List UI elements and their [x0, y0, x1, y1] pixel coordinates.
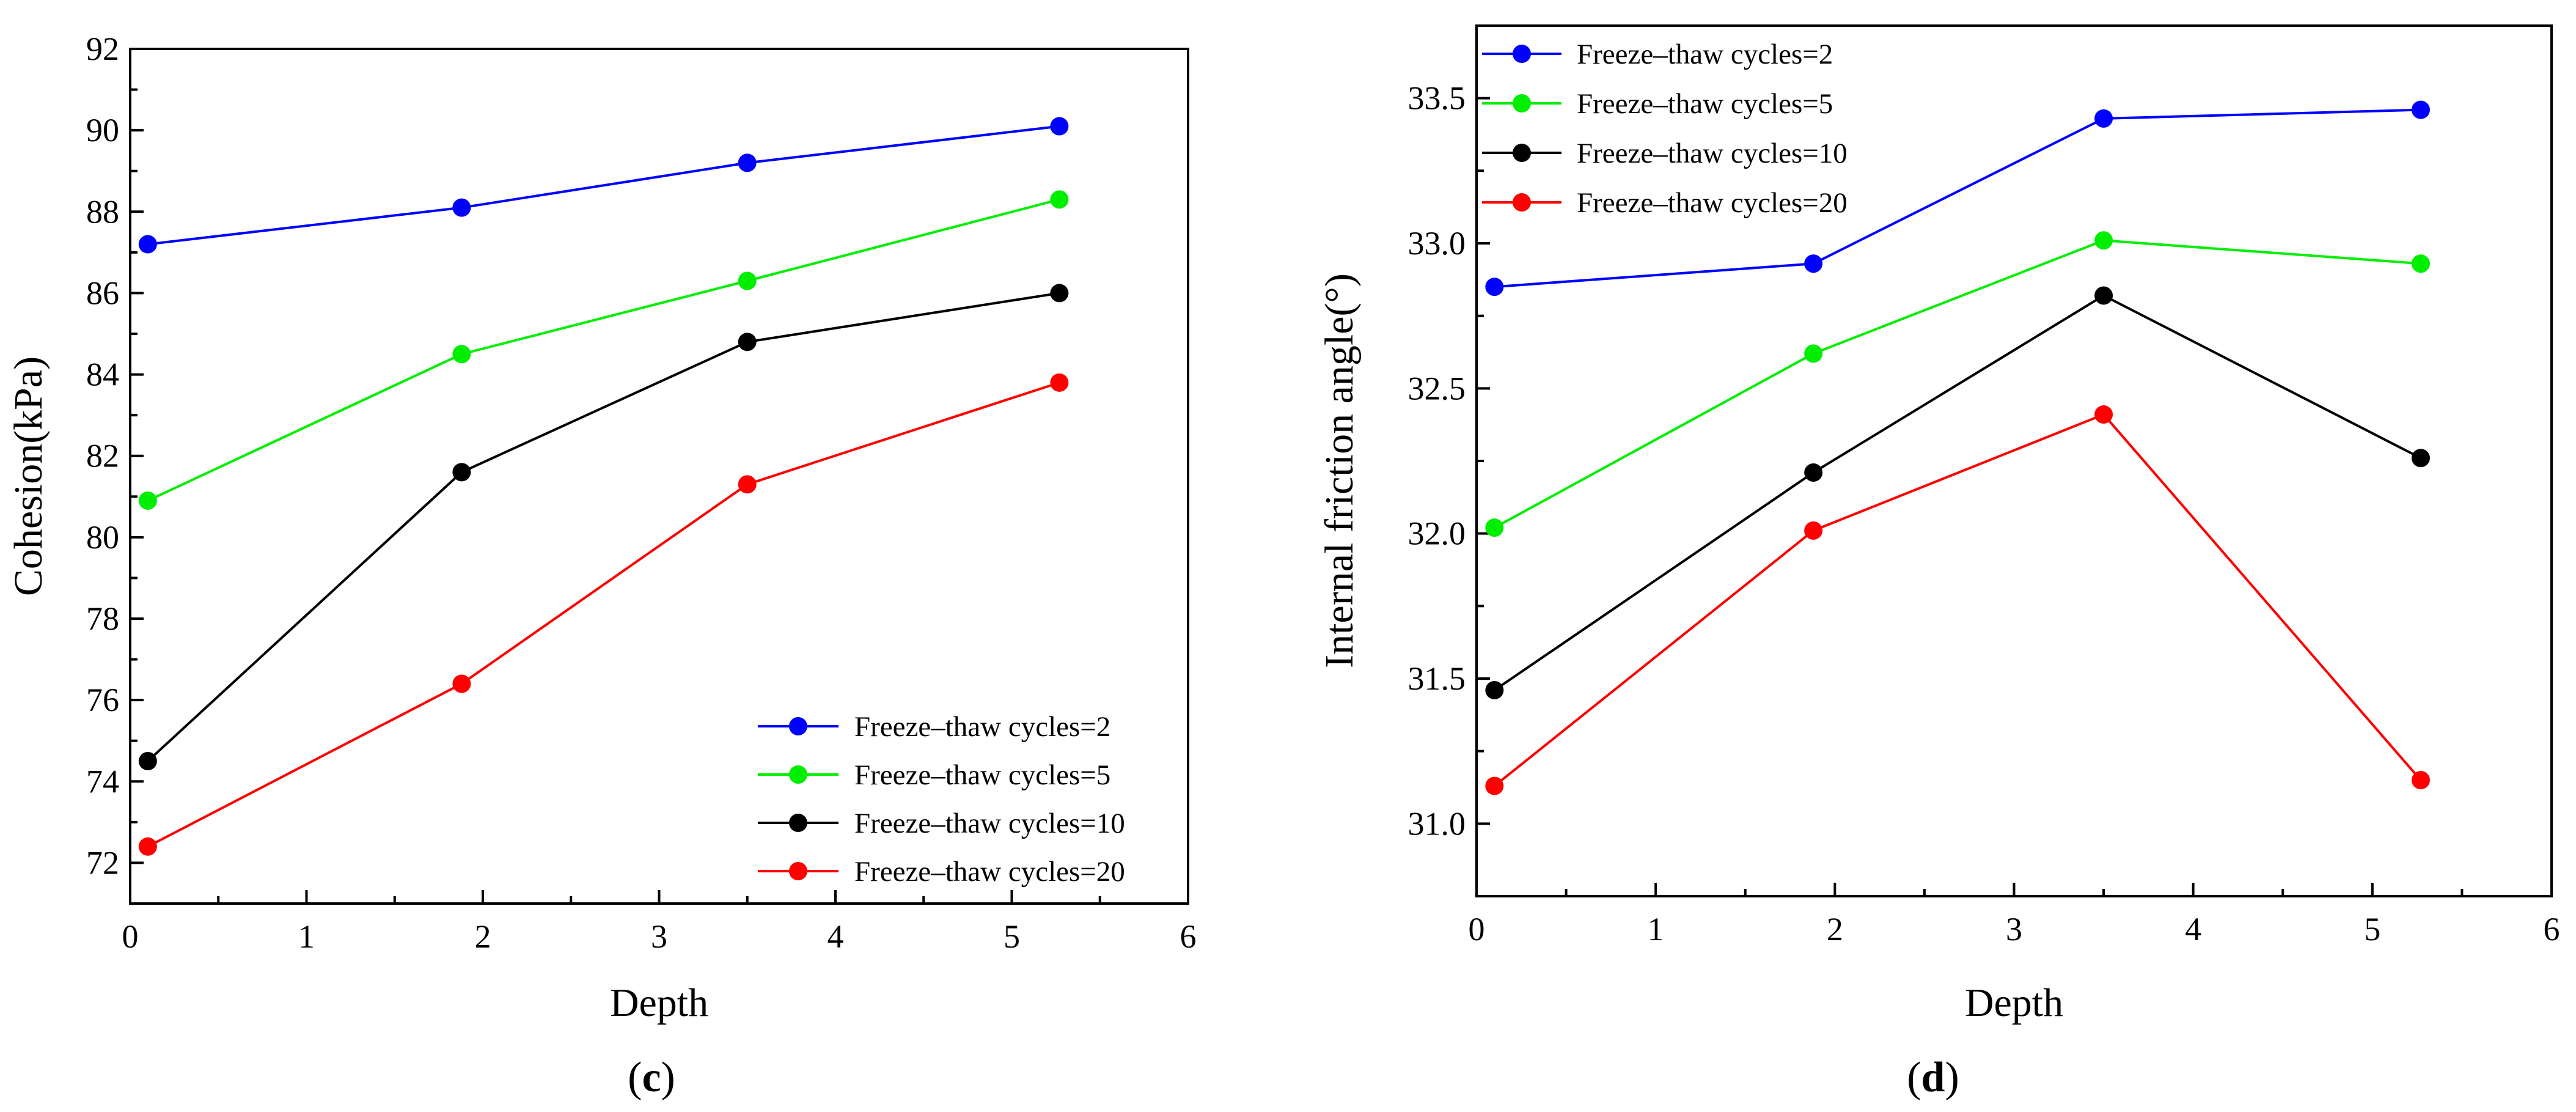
y-tick-label: 72: [86, 844, 119, 881]
x-tick-label: 6: [2544, 911, 2560, 948]
y-tick-label: 32.0: [1408, 515, 1466, 552]
legend-label: Freeze–thaw cycles=2: [854, 711, 1110, 743]
data-point: [138, 837, 157, 856]
x-tick-label: 1: [298, 918, 315, 955]
y-tick-label: 78: [86, 600, 119, 637]
panel-label-c: (c): [628, 1054, 675, 1101]
data-point: [2094, 231, 2113, 250]
legend-marker: [789, 717, 807, 735]
data-point: [738, 475, 757, 494]
x-tick-label: 0: [122, 918, 139, 955]
series-line-3: [1494, 294, 2421, 691]
data-point: [2411, 254, 2430, 273]
data-point: [2411, 449, 2430, 468]
x-tick-label: 6: [1180, 918, 1197, 955]
y-tick-label: 90: [86, 112, 119, 149]
series-line-4: [147, 381, 1060, 848]
legend-label: Freeze–thaw cycles=5: [854, 759, 1110, 791]
y-tick-label: 32.5: [1408, 370, 1466, 407]
data-point: [1804, 254, 1823, 273]
legend-label: Freeze–thaw cycles=2: [1577, 39, 1833, 70]
y-tick-label: 74: [86, 763, 119, 800]
data-point: [738, 333, 757, 352]
data-point: [452, 198, 471, 217]
x-tick-label: 0: [1469, 911, 1485, 948]
legend-marker: [1513, 94, 1531, 112]
y-tick-label: 92: [86, 31, 119, 67]
data-point: [1050, 190, 1069, 209]
data-point: [2411, 771, 2430, 790]
x-tick-label: 4: [2185, 911, 2201, 948]
x-tick-label: 5: [1004, 918, 1020, 955]
x-tick-label: 2: [1827, 911, 1843, 948]
data-point: [2094, 405, 2113, 424]
data-point: [2094, 109, 2113, 128]
data-point: [738, 271, 757, 290]
data-point: [2094, 286, 2113, 305]
data-point: [1485, 680, 1504, 699]
legend-label: Freeze–thaw cycles=20: [1577, 187, 1848, 219]
legend-marker: [1513, 45, 1531, 63]
legend-label: Freeze–thaw cycles=10: [1577, 138, 1848, 169]
panel-label-d: (d): [1907, 1054, 1959, 1101]
y-tick-label: 86: [86, 274, 119, 311]
y-tick-label: 33.5: [1408, 80, 1466, 117]
series-line-4: [1494, 413, 2422, 787]
chart-panel-d: 0 1 2 3 4 5 6 31.0 31.5 32.0 32.5 33.0 33.5 Depth Inte…: [1317, 24, 2560, 1101]
data-point: [1050, 373, 1069, 392]
legend-label: Freeze–thaw cycles=20: [854, 856, 1125, 888]
data-point: [1804, 463, 1823, 482]
data-point: [1485, 518, 1504, 537]
y-tick-label: 76: [86, 682, 119, 718]
legend-marker: [1513, 144, 1531, 162]
y-tick-label: 84: [86, 356, 119, 393]
data-point: [2411, 100, 2430, 119]
legend-marker: [1513, 193, 1531, 212]
y-tick-label: 88: [86, 193, 119, 230]
y-axis-label: Cohesion(kPa): [6, 356, 51, 596]
data-point: [1804, 344, 1823, 363]
x-axis-label: Depth: [610, 981, 708, 1025]
x-tick-label: 1: [1648, 911, 1664, 948]
x-tick-label: 2: [475, 918, 491, 955]
data-point: [738, 153, 757, 172]
x-tick-label: 4: [827, 918, 844, 955]
y-axis-label: Internal friction angle(°): [1317, 273, 1362, 668]
data-point: [452, 463, 471, 482]
data-point: [138, 491, 157, 510]
y-tick-label: 80: [86, 519, 119, 556]
legend-label: Freeze–thaw cycles=5: [1577, 88, 1833, 120]
series-line-1: [1494, 108, 2421, 289]
data-point: [1050, 117, 1069, 136]
data-point: [138, 752, 157, 770]
legend-marker: [789, 814, 807, 832]
series-line-1: [147, 125, 1060, 246]
data-point: [1485, 278, 1504, 296]
x-tick-label: 3: [651, 918, 667, 955]
data-point: [452, 345, 471, 364]
legend-marker: [789, 765, 807, 784]
y-tick-label: 33.0: [1408, 225, 1466, 262]
y-tick-label: 31.0: [1408, 805, 1466, 842]
series-line-2: [147, 198, 1060, 502]
series-line-3: [147, 292, 1060, 762]
x-tick-label: 3: [2006, 911, 2022, 948]
y-tick-label: 82: [86, 438, 119, 474]
x-axis-label: Depth: [1965, 981, 2063, 1025]
data-point: [1050, 284, 1069, 303]
chart-panel-c: 0 1 2 3 4 5 6 72 74 76 78 80 82 84 86 88 90 92 Depth Cohesi…: [6, 31, 1197, 1101]
y-tick-label: 31.5: [1408, 660, 1466, 697]
data-point: [1485, 776, 1504, 795]
series-line-2: [1494, 239, 2421, 529]
legend-marker: [789, 862, 807, 880]
data-point: [1804, 521, 1823, 540]
data-point: [452, 674, 471, 693]
legend-label: Freeze–thaw cycles=10: [854, 808, 1125, 839]
data-point: [138, 235, 157, 254]
x-tick-label: 5: [2364, 911, 2380, 948]
